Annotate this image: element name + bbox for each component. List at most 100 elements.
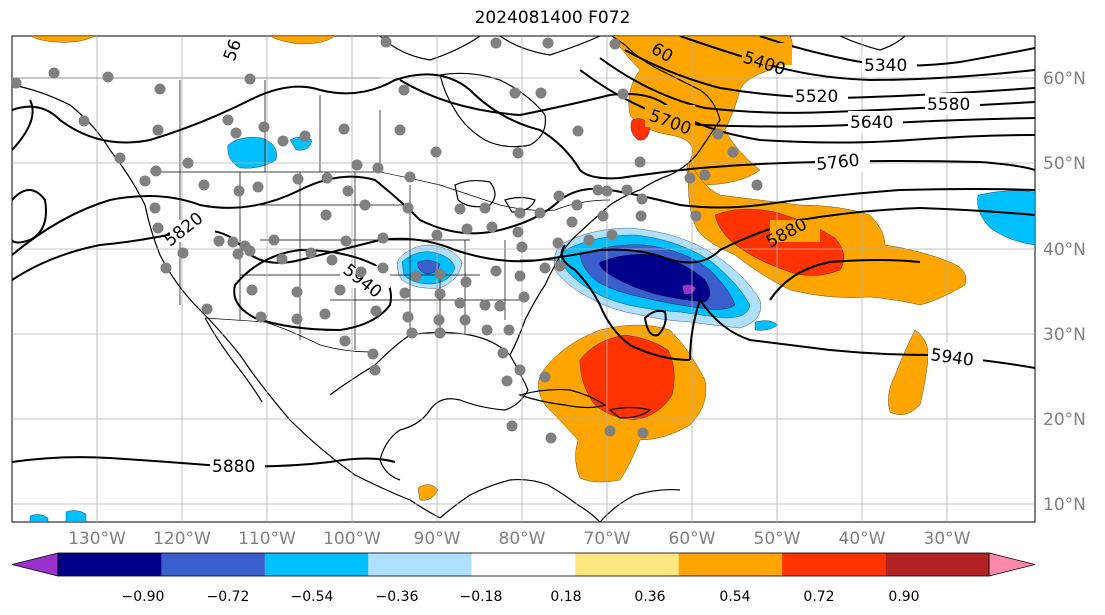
station-marker	[592, 184, 604, 196]
lat-label-50n: 50°N	[1043, 154, 1086, 174]
station-marker	[404, 171, 416, 183]
map-title: 2024081400 F072	[474, 8, 631, 28]
colorbar-tick-label: −0.18	[460, 589, 503, 605]
coastline-baja	[204, 317, 263, 403]
station-marker	[434, 288, 446, 300]
contour-label-5880-south: 5880	[212, 457, 255, 477]
station-marker	[399, 287, 411, 299]
station-marker	[291, 286, 303, 298]
station-marker	[305, 247, 317, 259]
lon-label-120w: 120°W	[153, 529, 211, 549]
station-marker	[233, 185, 245, 197]
station-marker	[334, 284, 346, 296]
anomaly-fill-positive	[688, 159, 967, 306]
station-marker	[534, 207, 546, 219]
colorbar-segment	[678, 553, 783, 576]
station-marker	[601, 185, 613, 197]
station-layer	[12, 36, 763, 444]
colorbar-tick-label: 0.90	[888, 589, 919, 605]
station-marker	[394, 124, 406, 136]
station-marker	[503, 324, 515, 336]
colorbar-tick-label: −0.36	[376, 589, 419, 605]
station-marker	[370, 305, 382, 317]
station-marker	[291, 313, 303, 325]
station-marker	[514, 207, 526, 219]
coastline-us-east	[557, 174, 671, 261]
station-marker	[198, 179, 210, 191]
station-marker	[481, 324, 493, 336]
station-marker	[78, 115, 90, 127]
station-marker	[402, 202, 414, 214]
station-marker	[539, 371, 551, 383]
contour-label-5640: 5640	[850, 113, 893, 133]
station-marker	[369, 364, 381, 376]
station-marker	[699, 169, 711, 181]
station-marker	[48, 67, 60, 79]
station-marker	[410, 270, 422, 282]
station-marker	[398, 84, 410, 96]
colorbar-segment	[575, 553, 679, 576]
station-marker	[460, 276, 472, 288]
contour-line-5820	[12, 175, 1035, 256]
station-marker	[712, 128, 724, 140]
station-marker	[277, 135, 289, 147]
colorbar-segment	[368, 553, 472, 576]
station-marker	[454, 297, 466, 309]
station-marker	[635, 210, 647, 222]
anomaly-fill-negative	[754, 320, 779, 331]
lon-label-130w: 130°W	[68, 529, 126, 549]
station-marker	[160, 262, 172, 274]
lon-label-70w: 70°W	[584, 529, 631, 549]
station-marker	[152, 124, 164, 136]
station-marker	[583, 234, 595, 246]
lon-label-100w: 100°W	[323, 529, 381, 549]
station-marker	[535, 87, 547, 99]
station-marker	[139, 175, 151, 187]
station-marker	[340, 235, 352, 247]
station-marker	[150, 165, 162, 177]
coastline-gulf-mexico	[329, 331, 529, 481]
colorbar-tick-label: −0.72	[207, 589, 250, 605]
colorbar-tick-label: 0.54	[719, 589, 750, 605]
colorbar-tick-labels: −0.90 −0.72 −0.54 −0.36 −0.18 0.18 0.36 …	[122, 589, 920, 605]
station-marker	[512, 226, 524, 238]
station-marker	[377, 262, 389, 274]
station-marker	[542, 37, 554, 49]
colorbar-segment	[471, 553, 576, 576]
station-marker	[255, 311, 267, 323]
station-marker	[319, 308, 331, 320]
station-marker	[244, 73, 256, 85]
anomaly-fill-extreme-negative	[681, 284, 697, 295]
station-marker	[434, 327, 446, 339]
station-marker	[201, 303, 213, 315]
station-marker	[342, 185, 354, 197]
station-marker	[454, 203, 466, 215]
station-marker	[459, 314, 471, 326]
contour-line-5940	[233, 248, 392, 332]
lon-label-50w: 50°W	[754, 529, 801, 549]
station-marker	[227, 236, 239, 248]
gridline-layer	[12, 36, 1035, 522]
station-marker	[486, 221, 498, 233]
longitude-label-group: 130°W 120°W 110°W 100°W 90°W 80°W 70°W 6…	[68, 529, 971, 549]
station-marker	[566, 216, 578, 228]
station-marker	[246, 284, 258, 296]
station-marker	[154, 83, 166, 95]
station-marker	[372, 162, 384, 174]
station-marker	[501, 375, 513, 387]
station-marker	[222, 114, 234, 126]
lat-label-10n: 10°N	[1043, 495, 1086, 515]
anomaly-fill-positive	[417, 484, 439, 501]
station-marker	[114, 152, 126, 164]
coastline-south-america	[599, 488, 681, 522]
colorbar-tick-label: 0.36	[634, 589, 665, 605]
station-marker	[545, 432, 557, 444]
coastline-hudson-bay	[439, 72, 547, 148]
station-marker	[402, 311, 414, 323]
lon-label-90w: 90°W	[414, 529, 461, 549]
station-marker	[506, 420, 518, 432]
station-marker	[727, 146, 739, 158]
station-marker	[434, 268, 446, 280]
station-marker	[516, 241, 528, 253]
lat-label-40n: 40°N	[1043, 240, 1086, 260]
